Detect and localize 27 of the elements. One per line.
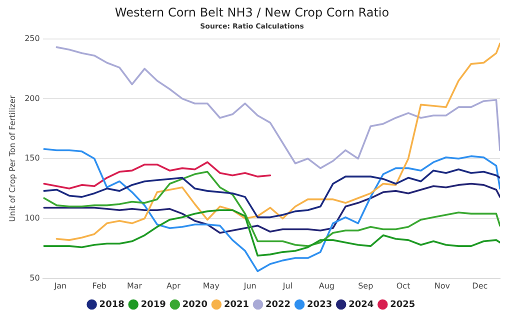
x-tick-label: Feb [92,281,106,290]
legend-label: 2020 [182,300,208,310]
x-tick-label: Aug [318,281,335,290]
legend-label: 2024 [348,300,374,310]
x-tick-label: Oct [396,281,410,290]
y-tick-label: 200 [24,94,40,103]
legend-label: 2023 [307,300,332,310]
y-axis-title: Unit of Crop Per Ton of Fertilizer [8,94,17,222]
y-tick-label: 250 [24,34,40,43]
y-tick-label: 100 [24,214,40,223]
y-tick-label: 150 [24,154,40,163]
legend-label: 2021 [224,300,250,310]
x-tick-label: Dec [472,281,488,290]
x-tick-label: Apr [166,281,182,290]
chart-title: Western Corn Belt NH3 / New Crop Corn Ratio [114,5,390,20]
x-tick-label: Sep [358,281,374,290]
legend-label: 2022 [266,300,291,310]
x-tick-label: Jan [53,281,67,290]
y-tick-label: 50 [30,273,40,282]
legend-label: 2018 [99,300,124,310]
legend-label: 2025 [390,300,416,310]
x-tick-label: Mar [127,281,143,290]
x-tick-label: Jul [282,281,293,290]
x-tick-label: Jun [242,281,256,290]
x-tick-label: Nov [434,281,450,290]
x-tick-label: May [202,281,220,290]
legend-label: 2019 [140,300,166,310]
